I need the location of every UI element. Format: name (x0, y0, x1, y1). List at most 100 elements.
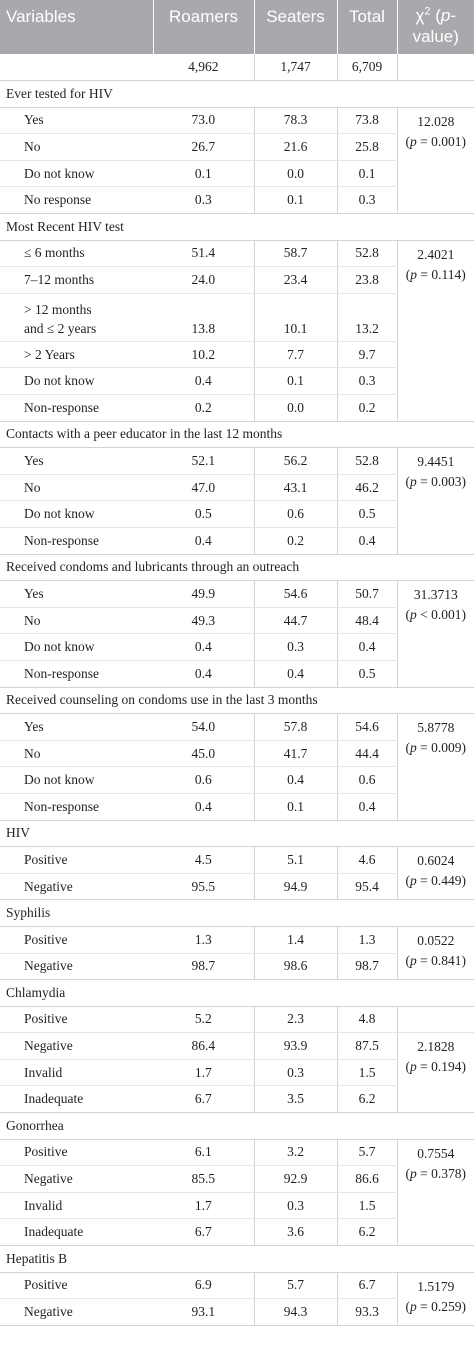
table-row: Negative 93.1 94.3 93.3 (0, 1298, 474, 1326)
cell-total: 0.5 (337, 500, 398, 528)
cell-total: 6.7 (337, 1272, 398, 1300)
row-label: Inadequate (0, 1085, 153, 1114)
section-title: HIV (0, 820, 474, 848)
row-label-text: Inadequate (24, 1224, 84, 1240)
row-label: Yes (0, 713, 153, 741)
table-row: Non-response 0.2 0.0 0.2 (0, 394, 474, 422)
row-label: Do not know (0, 633, 153, 661)
cell-roamers: 47.0 (153, 474, 255, 502)
cell-roamers: 1.3 (153, 926, 255, 954)
table-row: Non-response 0.4 0.2 0.4 (0, 527, 474, 555)
section-header-row: Gonorrhea (0, 1112, 474, 1140)
section-header-row: Contacts with a peer educator in the las… (0, 421, 474, 449)
cell-total: 0.4 (337, 793, 398, 821)
cell-seaters: 94.9 (254, 873, 338, 901)
section-header-row: Most Recent HIV test (0, 213, 474, 241)
cell-seaters: 0.2 (254, 527, 338, 555)
section-header-row: Hepatitis B (0, 1245, 474, 1273)
table-row: No 49.3 44.7 48.4 (0, 607, 474, 635)
count-chi-cell (397, 54, 474, 82)
chi-square-value: 0.0522 (417, 932, 455, 948)
cell-roamers: 6.1 (153, 1139, 255, 1167)
row-label: > 12 months and ≤ 2 years (0, 293, 153, 342)
section-header-row: HIV (0, 820, 474, 848)
cell-total: 0.6 (337, 766, 398, 794)
cell-roamers: 0.5 (153, 500, 255, 528)
row-label: Do not know (0, 500, 153, 528)
section-title: Ever tested for HIV (0, 80, 474, 108)
table-row: Positive 4.5 5.1 4.6 0.6024 (p = 0.449) (0, 846, 474, 901)
cell-total: 50.7 (337, 580, 398, 608)
row-label: Do not know (0, 766, 153, 794)
cell-roamers: 49.3 (153, 607, 255, 635)
row-label: Non-response (0, 527, 153, 555)
cell-total: 4.6 (337, 846, 398, 874)
row-label-text: Yes (24, 585, 44, 601)
header-total: Total (337, 0, 398, 54)
table-row: Negative 85.5 92.9 86.6 (0, 1165, 474, 1193)
row-label: Non-response (0, 660, 153, 688)
cell-total: 0.5 (337, 660, 398, 688)
table-row: Yes 73.0 78.3 73.8 12.028 (p = 0.001) (0, 107, 474, 215)
section-header-row: Received condoms and lubricants through … (0, 554, 474, 582)
row-label-text: Yes (24, 718, 44, 734)
row-label: Positive (0, 846, 153, 874)
cell-roamers: 6.7 (153, 1218, 255, 1247)
cell-seaters: 0.1 (254, 186, 338, 215)
row-label: Invalid (0, 1059, 153, 1087)
cell-roamers: 45.0 (153, 740, 255, 768)
row-label: Non-response (0, 394, 153, 422)
cell-total: 0.4 (337, 527, 398, 555)
cell-seaters: 3.2 (254, 1139, 338, 1167)
table-row: Yes 49.9 54.6 50.7 31.3713 (p < 0.001) (0, 580, 474, 688)
cell-seaters: 10.1 (254, 293, 338, 342)
table-row: ≤ 6 months 51.4 58.7 52.8 2.4021 (p = 0.114) (0, 240, 474, 422)
cell-roamers: 93.1 (153, 1298, 255, 1326)
cell-roamers: 5.2 (153, 1006, 255, 1034)
cell-roamers: 0.6 (153, 766, 255, 794)
row-label-text: Non-response (24, 532, 99, 548)
cell-seaters: 78.3 (254, 107, 338, 135)
row-label: ≤ 6 months (0, 240, 153, 268)
row-label-text: Non-response (24, 399, 99, 415)
p-value: (p < 0.001) (405, 607, 466, 623)
cell-seaters: 3.5 (254, 1085, 338, 1114)
table-row: Do not know 0.4 0.3 0.4 (0, 633, 474, 661)
row-label: Positive (0, 1139, 153, 1167)
cell-seaters: 93.9 (254, 1032, 338, 1060)
chi-square-value: 1.5179 (417, 1278, 455, 1294)
chi-symbol: χ (415, 6, 425, 25)
cell-seaters: 0.6 (254, 500, 338, 528)
row-label: Invalid (0, 1192, 153, 1220)
p-value: (p = 0.194) (405, 1059, 466, 1075)
p-value: (p = 0.114) (405, 266, 466, 282)
table-row: Negative 86.4 93.9 87.5 2.1828 (p = 0.194) (0, 1032, 474, 1114)
table-row: Non-response 0.4 0.4 0.5 (0, 660, 474, 688)
row-label: Negative (0, 1032, 153, 1060)
cell-total: 54.6 (337, 713, 398, 741)
cell-seaters: 5.1 (254, 846, 338, 874)
header-chi-square: χ2 (p-value) (397, 0, 474, 54)
cell-total: 0.3 (337, 186, 398, 215)
chi-square-value: 0.7554 (417, 1145, 455, 1161)
row-label-text: Negative (24, 958, 73, 974)
row-label: Non-response (0, 793, 153, 821)
cell-seaters: 44.7 (254, 607, 338, 635)
cell-seaters: 98.6 (254, 953, 338, 981)
table-row: Do not know 0.4 0.1 0.3 (0, 367, 474, 396)
cell-roamers: 0.4 (153, 527, 255, 555)
cell-seaters: 94.3 (254, 1298, 338, 1326)
table-row: Negative 98.7 98.6 98.7 (0, 953, 474, 981)
section-title: Chlamydia (0, 979, 474, 1007)
row-label-text: Yes (24, 453, 44, 469)
cell-total: 95.4 (337, 873, 398, 901)
count-roamers: 4,962 (153, 54, 255, 82)
cell-seaters: 1.4 (254, 926, 338, 954)
table-row: Positive 1.3 1.4 1.3 0.0522 (p = 0.841) (0, 926, 474, 981)
row-label-text: No (24, 745, 41, 761)
cell-roamers: 95.5 (153, 873, 255, 901)
section-title: Gonorrhea (0, 1112, 474, 1140)
cell-seaters: 0.3 (254, 633, 338, 661)
row-label: Do not know (0, 160, 153, 188)
